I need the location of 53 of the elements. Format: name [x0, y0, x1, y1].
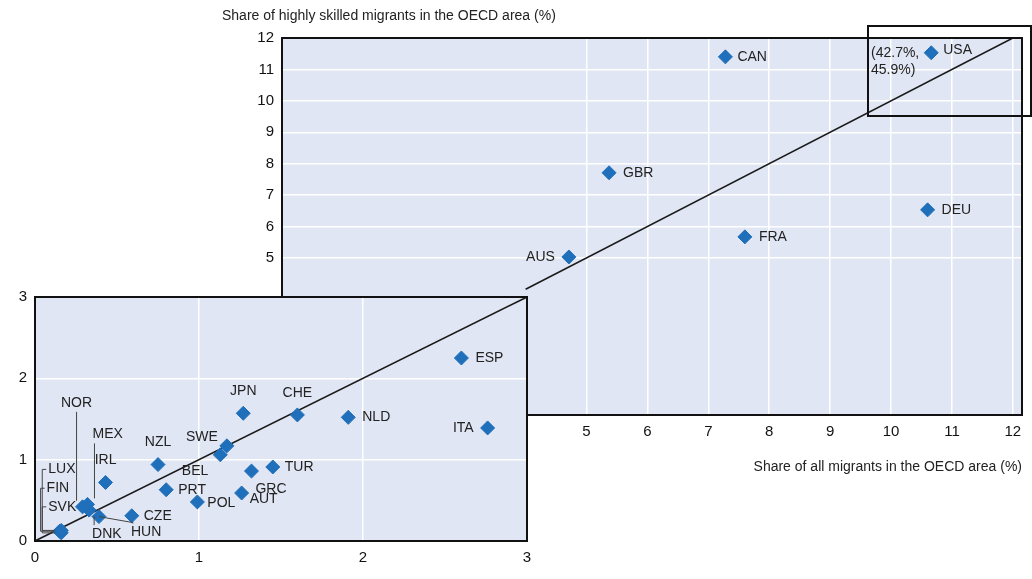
x-tick-label: 10 [882, 422, 900, 440]
text: FIN [46, 479, 70, 496]
y-tick-label: 8 [265, 153, 274, 171]
series-label: JPN [230, 382, 257, 399]
series-label: POL [207, 493, 236, 510]
x-axis-title: Share of all migrants in the OECD area (%) [753, 458, 1022, 474]
y-tick-label: 10 [257, 90, 274, 108]
y-tick-label: 0 [18, 531, 27, 549]
series-label: ITA [452, 418, 475, 435]
y-tick-label: 2 [18, 368, 27, 386]
y-tick-label: 3 [18, 287, 27, 305]
x-tick-label: 1 [194, 548, 204, 566]
text: NOR [61, 393, 93, 410]
series-label: SWE [185, 427, 218, 444]
series-label: BEL [181, 461, 209, 478]
y-tick-label: 5 [265, 248, 274, 266]
y-axis-title: Share of highly skilled migrants in the OECD area (%) [222, 7, 556, 23]
y-tick-label: 9 [265, 122, 274, 140]
series-label: IRL [94, 451, 117, 468]
x-tick-label: 8 [765, 422, 774, 440]
x-tick-label: 12 [1004, 422, 1022, 440]
x-tick-label: 11 [944, 422, 960, 440]
y-tick-label: 1 [18, 449, 27, 467]
series-label: HUN [130, 523, 162, 540]
series-label: CZE [143, 506, 172, 523]
series-label: DNK [92, 524, 123, 541]
text: MEX [92, 425, 124, 442]
series-label: AUS [526, 247, 555, 264]
x-tick-label: 3 [522, 548, 532, 566]
series-label: CHE [282, 383, 313, 400]
series-label: PRT [178, 480, 207, 497]
x-tick-label: 7 [704, 422, 713, 440]
series-label: FRA [758, 227, 788, 244]
x-tick-label: 5 [582, 422, 591, 440]
series-label: NLD [362, 408, 391, 425]
series-label: SVK [48, 497, 77, 514]
text: LUX [48, 460, 77, 477]
x-tick-label: 6 [643, 422, 652, 440]
series-label: NZL [144, 433, 172, 450]
y-tick-label: 6 [265, 216, 274, 234]
series-label: USA [943, 40, 973, 57]
series-label: ESP [475, 348, 504, 365]
y-tick-label: 12 [257, 28, 274, 46]
y-tick-label: 7 [265, 185, 274, 203]
series-label: TUR [284, 457, 314, 474]
series-label: GBR [623, 163, 654, 180]
y-tick-label: 11 [258, 59, 274, 77]
x-tick-label: 2 [358, 548, 368, 566]
x-tick-label: 0 [30, 548, 40, 566]
series-label: CAN [737, 47, 767, 64]
x-tick-label: 9 [825, 422, 835, 440]
series-label: DEU [941, 200, 972, 217]
annotation: (42.7%, 45.9%) [871, 43, 920, 77]
